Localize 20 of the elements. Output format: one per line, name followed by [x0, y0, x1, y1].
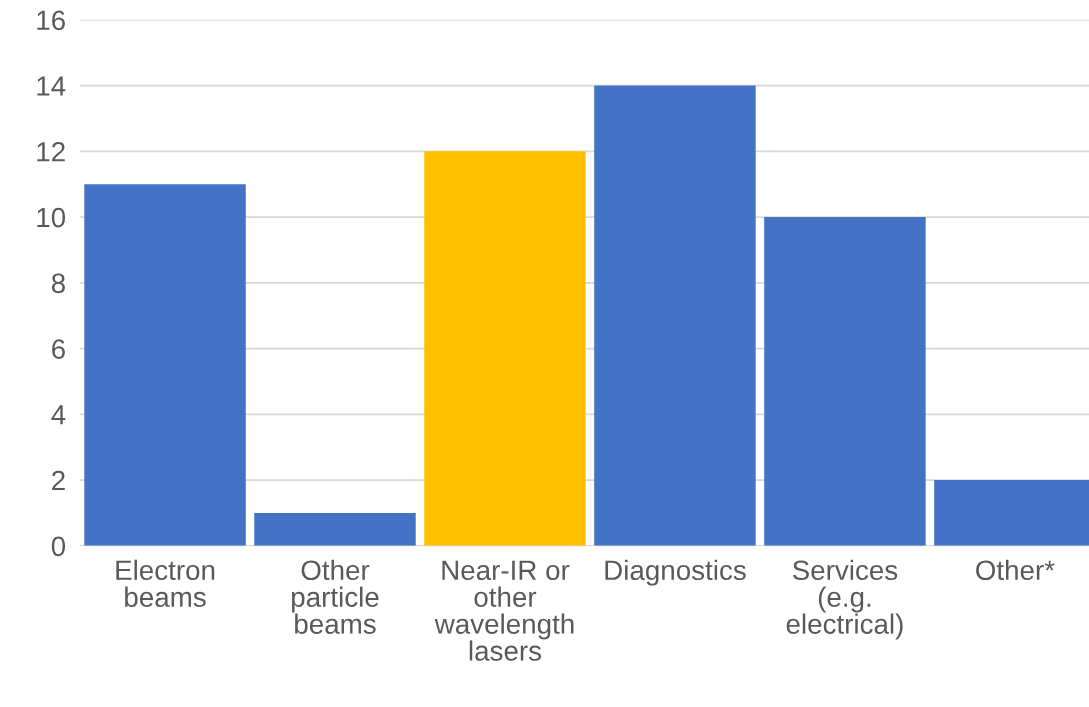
y-tick-label: 4: [51, 405, 66, 425]
y-tick-label: 6: [52, 339, 65, 359]
bar: [764, 217, 926, 546]
x-tick-label: Other particle beams: [292, 559, 379, 634]
bar: [424, 151, 586, 546]
bar: [84, 184, 246, 546]
x-tick-label: Other*: [976, 559, 1055, 581]
y-tick-label: 2: [52, 470, 65, 491]
y-tick-label: 8: [51, 273, 65, 294]
bar: [594, 85, 756, 546]
bar: [254, 512, 416, 546]
y-tick-label: 16: [37, 10, 65, 31]
y-tick-label: 12: [37, 141, 65, 162]
y-tick-label: 10: [37, 207, 66, 228]
y-tick-label: 0: [51, 536, 66, 557]
x-tick-label: Diagnostics: [605, 559, 746, 586]
x-tick-label: Near-IR or other wavelength lasers: [434, 560, 574, 661]
y-tick-label: 14: [37, 76, 66, 96]
x-tick-label: Services (e.g. electrical): [786, 559, 903, 640]
x-tick-label: Electron beams: [116, 559, 215, 607]
